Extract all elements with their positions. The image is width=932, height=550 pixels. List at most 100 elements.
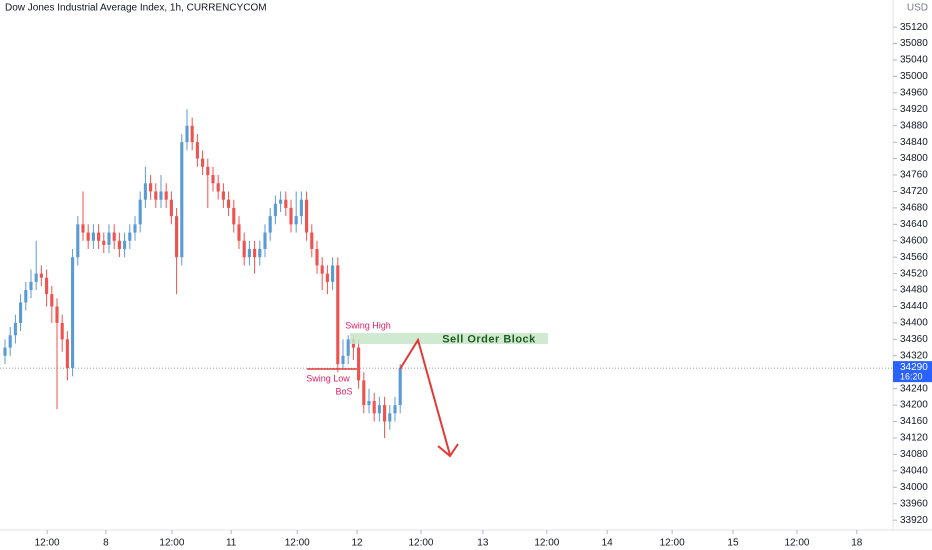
arrow-head (437, 443, 459, 458)
candle-body (60, 322, 64, 340)
y-tick-label: 34000 (900, 482, 928, 493)
countdown-label: 16:20 (900, 371, 923, 381)
last-price-box (893, 361, 932, 383)
x-tick-label: 12:00 (159, 538, 184, 549)
candle-body (86, 232, 90, 241)
candle-body (29, 281, 33, 291)
candle-body (50, 294, 54, 307)
candle-body (102, 240, 106, 245)
candle-body (154, 191, 158, 200)
candle-body (310, 232, 314, 249)
candle-body (159, 191, 163, 200)
y-tick-label: 33920 (900, 515, 928, 526)
candle-body (195, 142, 199, 159)
candle-body (383, 405, 387, 422)
candle-body (8, 335, 12, 348)
bos-label: BoS (335, 386, 352, 396)
candle-body (247, 248, 251, 258)
candle-body (91, 232, 95, 241)
last-price-label: 34290 (900, 362, 928, 373)
candle-body (320, 265, 324, 274)
candle-body (71, 257, 75, 369)
candle-body (284, 199, 288, 208)
y-tick-label: 33960 (900, 498, 928, 509)
y-tick-label: 34160 (900, 416, 928, 427)
swing-high-label: Swing High (345, 320, 391, 330)
order-block-label: Sell Order Block (442, 333, 536, 345)
candle-body (45, 277, 49, 295)
candle-body (133, 224, 137, 233)
candle-body (398, 368, 402, 406)
y-tick-label: 34640 (900, 219, 928, 230)
y-tick-label: 35120 (900, 22, 928, 33)
candle-body (39, 273, 43, 278)
candle-body (305, 199, 309, 233)
candle-body (164, 191, 168, 200)
y-tick-label: 34760 (900, 170, 928, 181)
x-tick-label: 8 (103, 538, 109, 549)
candle-body (24, 290, 28, 303)
y-tick-label: 34520 (900, 268, 928, 279)
candle-body (3, 347, 7, 356)
candle-body (180, 142, 184, 258)
candle-body (117, 240, 121, 249)
y-tick-label: 34360 (900, 334, 928, 345)
candle-body (190, 125, 194, 143)
projection-arrow (399, 337, 451, 456)
candle-body (372, 400, 376, 414)
y-tick-label: 34680 (900, 203, 928, 214)
candle-body (227, 199, 231, 208)
candle-body (221, 191, 225, 200)
candle-body (315, 248, 319, 266)
candle-body (143, 183, 147, 200)
x-tick-label: 12:00 (408, 538, 433, 549)
y-tick-label: 34880 (900, 120, 928, 131)
candle-body (128, 232, 132, 241)
y-tick-label: 34400 (900, 318, 928, 329)
candle-body (123, 240, 127, 249)
candle-body (289, 207, 293, 225)
candle-body (362, 380, 366, 406)
candle-body (258, 248, 262, 258)
x-tick-label: 12:00 (534, 538, 559, 549)
candle-body (357, 347, 361, 381)
candle-body (112, 232, 116, 241)
y-tick-label: 35000 (900, 71, 928, 82)
chart-title: Dow Jones Industrial Average Index, 1h, … (5, 3, 267, 14)
candle-body (325, 273, 329, 282)
y-tick-label: 35080 (900, 38, 928, 49)
candle-body (201, 158, 205, 167)
y-tick-label: 34120 (900, 433, 928, 444)
candle-body (34, 273, 38, 282)
candle-body (253, 248, 257, 258)
candle-body (268, 216, 272, 233)
x-tick-label: 11 (226, 538, 237, 549)
y-tick-label: 34320 (900, 350, 928, 361)
candle-body (81, 224, 85, 233)
candle-body (273, 203, 277, 217)
x-tick-label: 12:00 (35, 538, 60, 549)
candle-body (206, 166, 210, 176)
x-tick-label: 12 (351, 538, 363, 549)
currency-label: USD (907, 3, 928, 14)
candles (3, 109, 402, 438)
y-tick-label: 34080 (900, 449, 928, 460)
candle-body (185, 125, 189, 143)
candle-body (367, 400, 371, 406)
y-tick-label: 34720 (900, 186, 928, 197)
candle-body (279, 199, 283, 204)
candle-body (216, 183, 220, 192)
candle-body (107, 232, 111, 245)
candle-body (377, 405, 381, 414)
candle-body (263, 232, 267, 249)
x-tick-label: 18 (851, 538, 863, 549)
candle-body (346, 339, 350, 356)
candle-body (232, 207, 236, 225)
candle-body (97, 232, 101, 241)
candle-body (237, 224, 241, 241)
candle-body (13, 322, 17, 336)
candle-body (211, 175, 215, 184)
y-tick-label: 34840 (900, 137, 928, 148)
